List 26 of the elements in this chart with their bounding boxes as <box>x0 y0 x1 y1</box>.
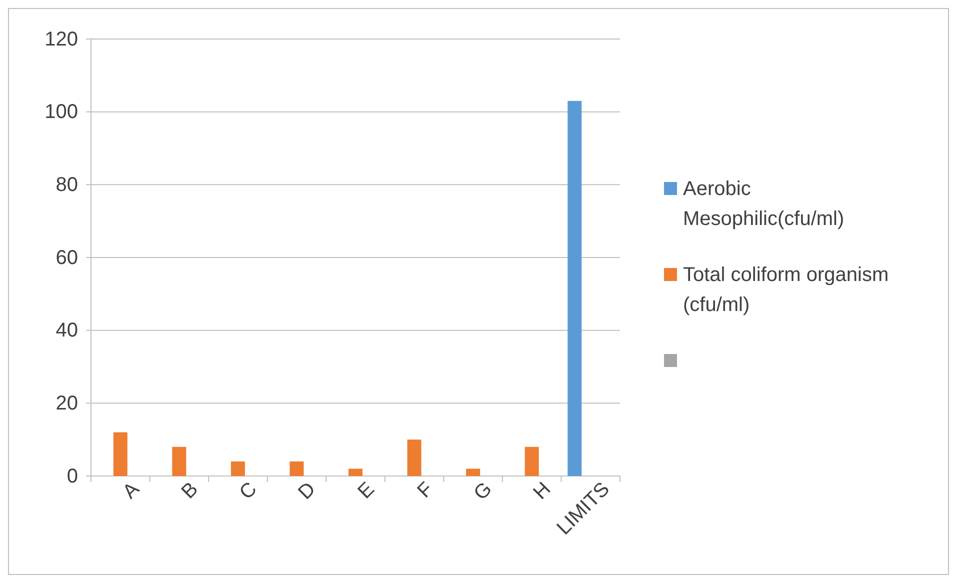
legend-label: Total coliform organism (cfu/ml) <box>683 264 889 316</box>
y-tick-label: 0 <box>66 465 78 488</box>
bar <box>290 461 304 476</box>
bar <box>568 100 582 476</box>
y-tick-label: 120 <box>44 28 78 50</box>
bar <box>407 440 422 476</box>
x-tick-label: A <box>118 478 144 504</box>
bar <box>230 461 245 476</box>
y-tick-label: 60 <box>56 246 78 269</box>
x-tick-label: B <box>178 478 202 504</box>
bar <box>113 432 128 476</box>
x-tick-label: C <box>236 478 262 504</box>
bar <box>466 468 480 476</box>
y-tick-label: 100 <box>44 101 78 124</box>
bar <box>348 468 362 476</box>
x-tick-label: H <box>529 478 556 504</box>
y-tick-label: 20 <box>56 392 78 415</box>
x-tick-label: E <box>354 478 379 504</box>
legend-label: Aerobic Mesophilic(cfu/ml) <box>683 178 844 230</box>
x-tick-label: G <box>470 478 496 505</box>
bar <box>172 446 186 476</box>
x-tick-label: F <box>413 478 438 502</box>
y-tick-label: 40 <box>56 320 78 342</box>
bar <box>524 446 539 476</box>
x-tick-label: D <box>294 478 320 504</box>
y-tick-label: 80 <box>56 174 78 196</box>
